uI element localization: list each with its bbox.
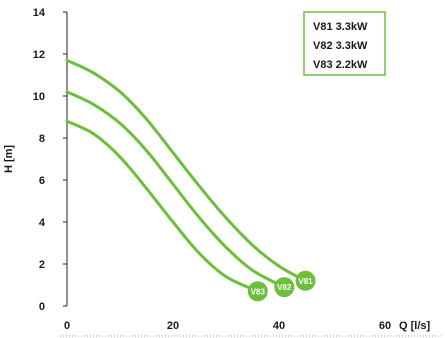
x-axis-ticks: 0 20 40 60	[64, 320, 391, 332]
y-axis-ticks: 0 2 4 6 8 10 12 14	[33, 7, 67, 313]
y-tick-label: 8	[39, 133, 45, 145]
y-tick-label: 10	[33, 91, 45, 103]
x-tick-label: 40	[273, 320, 285, 332]
series-layer: V81 V82 V83	[65, 58, 316, 302]
series-line-v82	[65, 90, 286, 289]
y-tick-label: 6	[39, 175, 45, 187]
legend-entry-v82: V82 3.3kW	[313, 40, 368, 52]
y-tick-label: 4	[39, 217, 46, 229]
series-end-label-v83: V83	[251, 287, 266, 296]
y-axis-label: H [m]	[3, 145, 15, 173]
series-end-marker-v81	[295, 270, 316, 291]
series-line-v81	[65, 58, 307, 283]
legend: V81 3.3kW V82 3.3kW V83 2.2kW	[303, 11, 386, 76]
y-tick-label: 14	[33, 7, 46, 19]
series-end-label-v82: V82	[277, 283, 292, 292]
x-axis-label: Q [l/s]	[399, 320, 431, 332]
legend-entry-v83: V83 2.2kW	[313, 59, 368, 71]
legend-box	[303, 11, 386, 76]
y-tick-label: 12	[33, 49, 45, 61]
x-tick-label: 0	[64, 320, 70, 332]
series-line-v83	[65, 119, 260, 293]
series-end-marker-v82	[274, 277, 295, 298]
legend-entry-v81: V81 3.3kW	[313, 21, 368, 33]
y-tick-label: 0	[39, 301, 45, 313]
series-end-marker-v83	[247, 281, 268, 302]
x-tick-label: 20	[167, 320, 179, 332]
series-end-label-v81: V81	[298, 277, 313, 286]
y-tick-label: 2	[39, 259, 45, 271]
x-tick-label: 60	[379, 320, 391, 332]
